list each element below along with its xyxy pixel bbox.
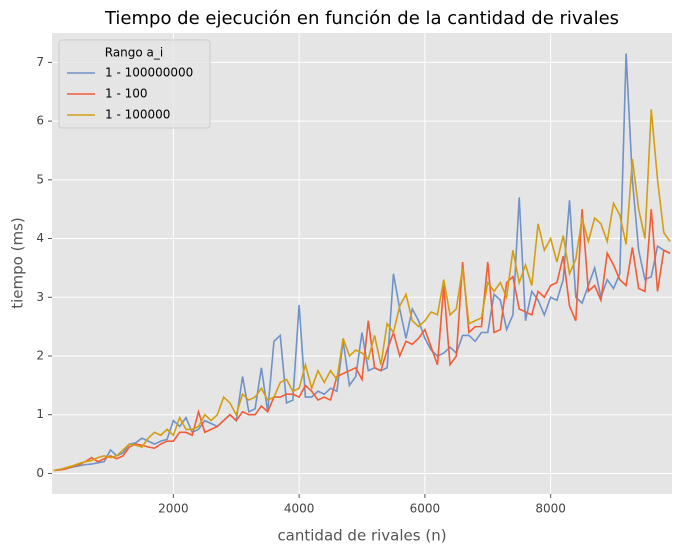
x-tick-label: 6000 xyxy=(410,502,441,516)
series-line xyxy=(53,53,671,472)
x-tick-label: 2000 xyxy=(158,502,189,516)
series-line xyxy=(53,209,671,472)
y-tick-label: 5 xyxy=(36,172,44,186)
x-tick-label: 4000 xyxy=(284,502,315,516)
legend-label: 1 - 100000 xyxy=(105,108,170,122)
legend-label: 1 - 100 xyxy=(105,87,148,101)
y-tick-label: 1 xyxy=(36,407,44,421)
y-tick-label: 7 xyxy=(36,55,44,69)
lines xyxy=(53,53,671,472)
legend-label: 1 - 100000000 xyxy=(105,66,193,80)
legend-title: Rango a_i xyxy=(105,46,164,60)
y-tick-label: 0 xyxy=(36,466,44,480)
y-tick-label: 6 xyxy=(36,114,44,128)
x-axis-label: cantidad de rivales (n) xyxy=(277,527,446,545)
series-line xyxy=(53,109,671,472)
x-tick-label: 8000 xyxy=(535,502,566,516)
legend: Rango a_i 1 - 100000000 1 - 100 1 - 100000 xyxy=(58,39,211,129)
y-axis-label: tiempo (ms) xyxy=(9,217,27,309)
y-tick-label: 2 xyxy=(36,348,44,362)
chart-title: Tiempo de ejecución en función de la can… xyxy=(104,8,619,29)
legend-box xyxy=(58,39,211,129)
y-tick-label: 4 xyxy=(36,231,44,245)
y-tick-label: 3 xyxy=(36,290,44,304)
